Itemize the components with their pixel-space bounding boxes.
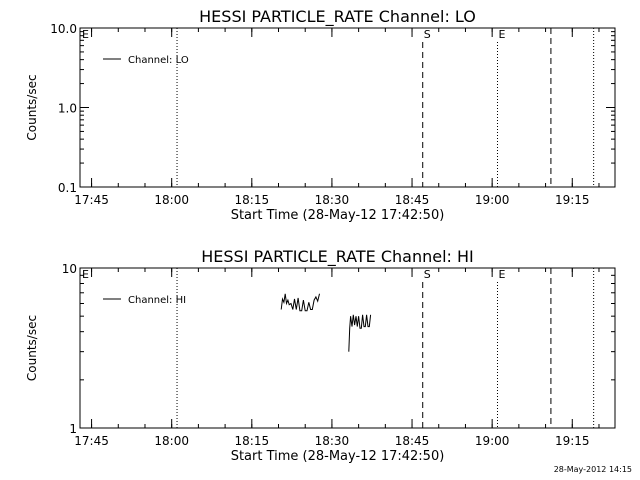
panel-2-marker-label-S: S: [424, 268, 431, 281]
plot-timestamp: 28-May-2012 14:15: [553, 465, 632, 474]
panel-1-legend-label: Channel: LO: [128, 55, 189, 66]
panel-2-legend-label: Channel: HI: [128, 295, 186, 306]
panel-2-series-line: [280, 293, 320, 312]
panel-2-x-tick-label: 19:15: [555, 434, 590, 448]
panel-1-x-tick-label: 18:00: [154, 193, 189, 207]
panel-1-y-tick-label: 1.0: [58, 102, 77, 116]
panel-1-x-tick-label: 17:45: [74, 193, 109, 207]
panel-2-x-tick-label: 17:45: [74, 434, 109, 448]
panel-1-x-tick-label: 18:15: [235, 193, 270, 207]
panel-2-x-tick-label: 18:30: [315, 434, 350, 448]
panel-2-marker-label-E: E: [82, 268, 89, 281]
panel-1-marker-label-E: E: [498, 28, 505, 41]
panel-1-y-tick-label: 10.0: [50, 22, 77, 36]
panel-2-x-tick-label: 18:00: [154, 434, 189, 448]
panel-1-y-tick-label: 0.1: [58, 181, 77, 195]
panel-2-title: HESSI PARTICLE_RATE Channel: HI: [201, 247, 474, 267]
panel-1-plot-frame: [79, 27, 616, 188]
panel-2-x-tick-label: 18:15: [235, 434, 270, 448]
panel-2-y-tick-label: 10: [62, 262, 77, 276]
panel-1-marker-label-E: E: [82, 28, 89, 41]
panel-2-x-axis-label: Start Time (28-May-12 17:42:50): [231, 449, 445, 464]
panel-1-x-tick-label: 18:45: [395, 193, 430, 207]
panel-2-series-line: [348, 314, 372, 352]
panel-1-title: HESSI PARTICLE_RATE Channel: LO: [199, 7, 476, 27]
panel-2-x-tick-label: 19:00: [475, 434, 510, 448]
panel-1-x-tick-label: 19:15: [555, 193, 590, 207]
panel-1-marker-label-S: S: [424, 28, 431, 41]
panel-1-x-tick-label: 19:00: [475, 193, 510, 207]
panel-2-plot-frame: [79, 267, 616, 429]
panel-2-marker-label-E: E: [498, 268, 505, 281]
panel-2-y-tick-label: 1: [69, 422, 77, 436]
panel-2-y-axis-label: Counts/sec: [25, 315, 39, 381]
panel-1-x-axis-label: Start Time (28-May-12 17:42:50): [231, 208, 445, 223]
panel-1-x-tick-label: 18:30: [315, 193, 350, 207]
panel-1-y-axis-label: Counts/sec: [25, 74, 39, 140]
panel-2-x-tick-label: 18:45: [395, 434, 430, 448]
